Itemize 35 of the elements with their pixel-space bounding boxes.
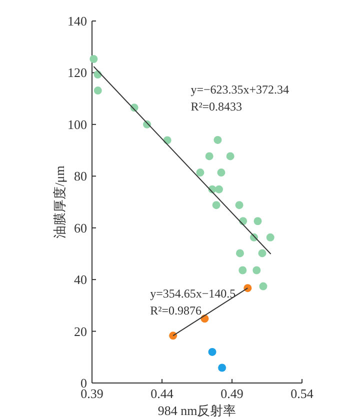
y-tick-label: 60 (74, 220, 87, 236)
x-tick-label: 0.54 (290, 386, 314, 401)
y-tick-label: 140 (68, 14, 87, 28)
y-tick-label: 40 (74, 272, 87, 288)
x-tick-label: 0.49 (220, 386, 244, 401)
point (212, 201, 220, 210)
point (244, 284, 252, 292)
annotation: y=354.65x−140.5 R²=0.9876 (150, 286, 236, 318)
annotation: y=−623.35x+372.34 R²=0.8433 (190, 82, 290, 114)
y-tick-label: 20 (74, 324, 87, 339)
point (217, 168, 226, 177)
point (259, 282, 268, 290)
y-tick-label: 80 (74, 168, 87, 184)
point (266, 233, 274, 242)
point (205, 152, 214, 160)
point (235, 201, 244, 210)
point (214, 136, 222, 144)
point (196, 168, 204, 177)
x-tick-label: 0.44 (150, 386, 174, 401)
point (90, 55, 98, 64)
point (94, 86, 102, 95)
point (236, 249, 244, 258)
y-tick-label: 100 (68, 116, 87, 132)
point (254, 217, 262, 226)
point (169, 332, 178, 340)
y-tick-label: 120 (68, 65, 87, 80)
point (258, 249, 266, 258)
x-axis-title: 984 nm反射率 (158, 403, 236, 418)
point (252, 266, 261, 274)
y-axis-title: 油膜厚度/μm (52, 166, 67, 238)
point (208, 348, 216, 356)
point (218, 364, 226, 372)
point (238, 266, 247, 274)
point (214, 185, 223, 194)
point (226, 152, 234, 160)
